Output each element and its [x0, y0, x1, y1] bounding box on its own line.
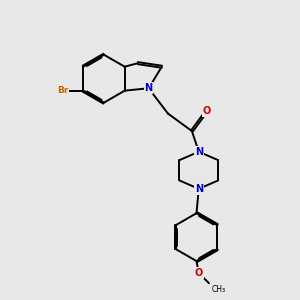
Text: O: O	[203, 106, 211, 116]
Text: N: N	[145, 83, 153, 93]
Text: CH₃: CH₃	[212, 285, 226, 294]
Text: N: N	[195, 184, 203, 194]
Text: O: O	[195, 268, 203, 278]
Text: Br: Br	[57, 86, 69, 95]
Text: N: N	[195, 147, 203, 157]
